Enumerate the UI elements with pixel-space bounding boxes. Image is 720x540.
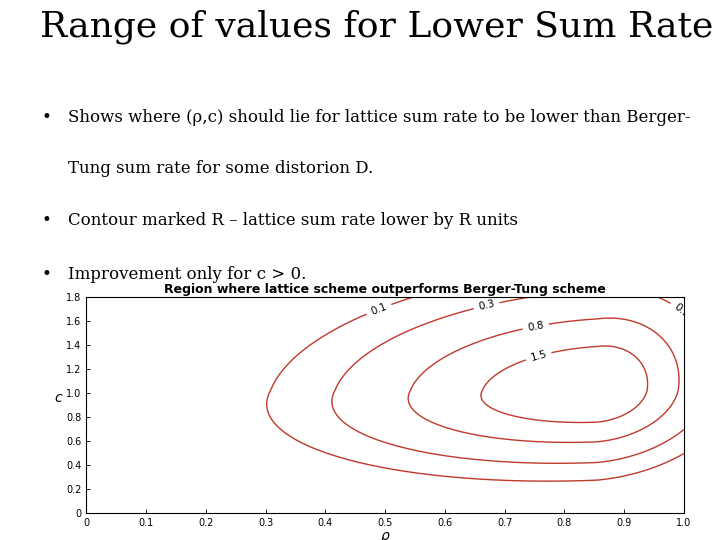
Text: Tung sum rate for some distorion D.: Tung sum rate for some distorion D. [68, 160, 374, 177]
Text: 0.3: 0.3 [477, 299, 496, 312]
Text: Improvement only for c > 0.: Improvement only for c > 0. [68, 266, 307, 283]
Text: •: • [42, 266, 52, 283]
Text: •: • [42, 109, 52, 126]
Text: 0.8: 0.8 [526, 320, 544, 333]
Text: 0.1: 0.1 [369, 301, 388, 317]
Y-axis label: c: c [54, 391, 62, 405]
Text: Contour marked R – lattice sum rate lower by R units: Contour marked R – lattice sum rate lowe… [68, 212, 518, 228]
Text: Range of values for Lower Sum Rate: Range of values for Lower Sum Rate [40, 9, 713, 44]
Title: Region where lattice scheme outperforms Berger-Tung scheme: Region where lattice scheme outperforms … [164, 283, 606, 296]
Text: 1.5: 1.5 [529, 349, 548, 363]
Text: 0.3: 0.3 [672, 302, 691, 320]
X-axis label: ρ: ρ [381, 529, 390, 540]
Text: •: • [42, 212, 52, 228]
Text: Shows where (ρ,c) should lie for lattice sum rate to be lower than Berger-: Shows where (ρ,c) should lie for lattice… [68, 109, 691, 126]
